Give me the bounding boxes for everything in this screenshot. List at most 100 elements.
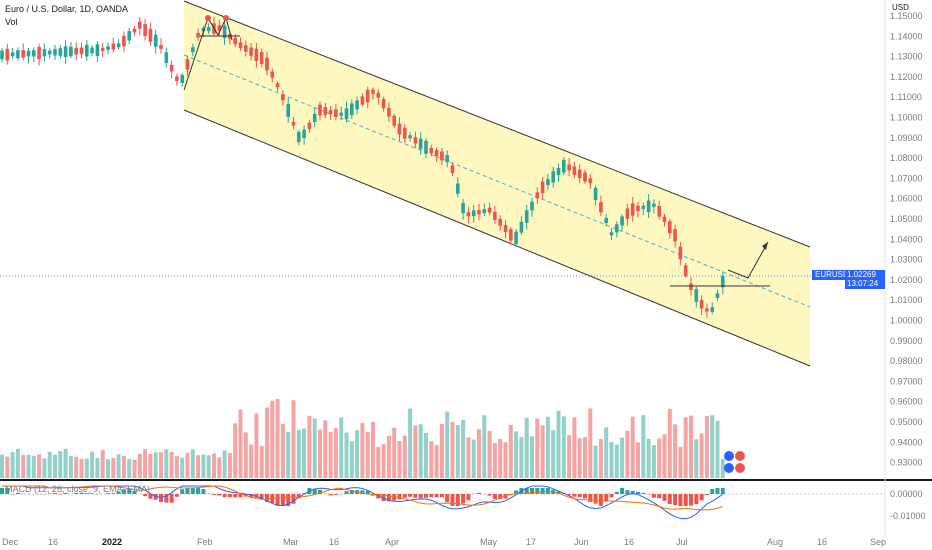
- macd-hist-bar: [630, 490, 635, 494]
- macd-hist-bar: [604, 494, 609, 502]
- volume-bar: [386, 435, 391, 478]
- volume-bar: [646, 438, 651, 478]
- vol-indicator-icon[interactable]: [724, 463, 734, 473]
- candle-body: [524, 210, 529, 223]
- vol-indicator-icon[interactable]: [735, 463, 745, 473]
- macd-hist-bar: [159, 494, 163, 502]
- candle-body: [710, 307, 714, 312]
- candle-body: [609, 232, 614, 236]
- y-tick-label: 1.02000: [890, 275, 923, 285]
- candle-body: [16, 50, 20, 59]
- candle-body: [281, 94, 285, 101]
- candle-body: [355, 100, 359, 110]
- candle-body: [291, 121, 296, 126]
- candle-body: [440, 151, 444, 161]
- volume-bar: [561, 416, 566, 478]
- candle-body: [699, 300, 704, 309]
- macd-hist-bar: [577, 494, 582, 498]
- volume-bar: [498, 438, 503, 478]
- macd-hist-bar: [694, 494, 699, 505]
- volume-bar: [164, 449, 169, 478]
- candle-body: [577, 169, 582, 179]
- candle-body: [424, 140, 428, 154]
- volume-bar: [174, 456, 179, 478]
- volume-bar: [318, 429, 322, 478]
- candle-body: [551, 171, 555, 183]
- y-tick-label: 1.10000: [890, 113, 923, 123]
- volume-bar: [0, 454, 4, 478]
- candle-body: [169, 64, 174, 72]
- macd-hist-bar: [84, 493, 89, 494]
- volume-bar: [190, 449, 195, 478]
- macd-hist-bar: [254, 494, 259, 498]
- volume-bar: [63, 448, 68, 478]
- macd-hist-bar: [333, 494, 338, 495]
- candle-body: [450, 165, 455, 174]
- volume-bar: [217, 457, 222, 478]
- candle-body: [191, 47, 195, 53]
- candle-body: [371, 89, 375, 94]
- volume-bar: [540, 425, 545, 478]
- candle-body: [238, 42, 243, 49]
- volume-bar: [429, 441, 434, 478]
- volume-bar: [694, 439, 699, 478]
- candle-body: [312, 113, 317, 123]
- volume-bar: [307, 415, 312, 478]
- macd-hist-bar: [434, 494, 439, 498]
- volume-bar: [31, 455, 36, 478]
- candle-body: [69, 46, 73, 57]
- volume-bar: [254, 413, 259, 478]
- x-tick-label: Sep: [870, 537, 886, 547]
- volume-bar: [185, 452, 190, 478]
- y-tick-label: 1.07000: [890, 173, 923, 183]
- candle-body: [445, 155, 449, 163]
- volume-bar: [180, 457, 185, 478]
- volume-bars: [0, 398, 725, 478]
- y-tick-label: 1.14000: [890, 31, 923, 41]
- candle-body: [233, 37, 237, 45]
- macd-hist-bar: [381, 494, 386, 502]
- volume-bar: [514, 431, 519, 478]
- y-tick-label: 1.03000: [890, 255, 923, 265]
- candle-body: [58, 48, 63, 56]
- time-axis[interactable]: Dec 16 2022 Feb Mar 16 Apr May 17 Jun 16 Jul Aug 16 Se…: [2, 537, 886, 547]
- macd-hist-bar: [0, 488, 4, 494]
- macd-hist-bar: [673, 494, 678, 506]
- volume-bar: [365, 432, 370, 478]
- vol-indicator-icon[interactable]: [735, 451, 745, 461]
- volume-bar: [47, 451, 52, 478]
- x-tick-label: 16: [48, 537, 58, 547]
- volume-bar: [715, 420, 720, 478]
- volume-bar: [556, 410, 561, 478]
- volume-bar: [201, 454, 206, 478]
- volume-bar: [720, 458, 725, 478]
- volume-bar: [328, 432, 333, 478]
- price-axis[interactable]: 1.15000 1.14000 1.13000 1.12000 1.11000 1.100…: [890, 11, 926, 521]
- candle-body: [397, 123, 402, 135]
- macd-hist-bar: [249, 494, 254, 498]
- volume-bar: [667, 408, 672, 478]
- macd-hist-bar: [222, 494, 227, 498]
- vol-indicator-icon[interactable]: [724, 451, 734, 461]
- macd-hist-bar: [514, 490, 519, 494]
- volume-bar: [524, 417, 529, 478]
- macd-hist-bar: [328, 494, 333, 496]
- volume-bar: [10, 451, 15, 478]
- macd-hist-bar: [312, 488, 317, 494]
- macd-hist-bar: [556, 491, 561, 494]
- volume-bar: [466, 437, 471, 478]
- volume-bar: [683, 417, 688, 478]
- candle-body: [689, 283, 693, 290]
- candle-body: [466, 212, 471, 217]
- volume-bar: [503, 442, 508, 478]
- candle-body: [615, 224, 619, 233]
- macd-hist-bar: [572, 494, 577, 497]
- volume-bar: [662, 434, 667, 478]
- volume-bar: [148, 454, 153, 478]
- x-tick-label: Jun: [574, 537, 589, 547]
- volume-bar: [42, 458, 47, 478]
- x-tick-label: Feb: [197, 537, 213, 547]
- candle-body: [487, 207, 492, 213]
- macd-hist-bar: [710, 489, 715, 494]
